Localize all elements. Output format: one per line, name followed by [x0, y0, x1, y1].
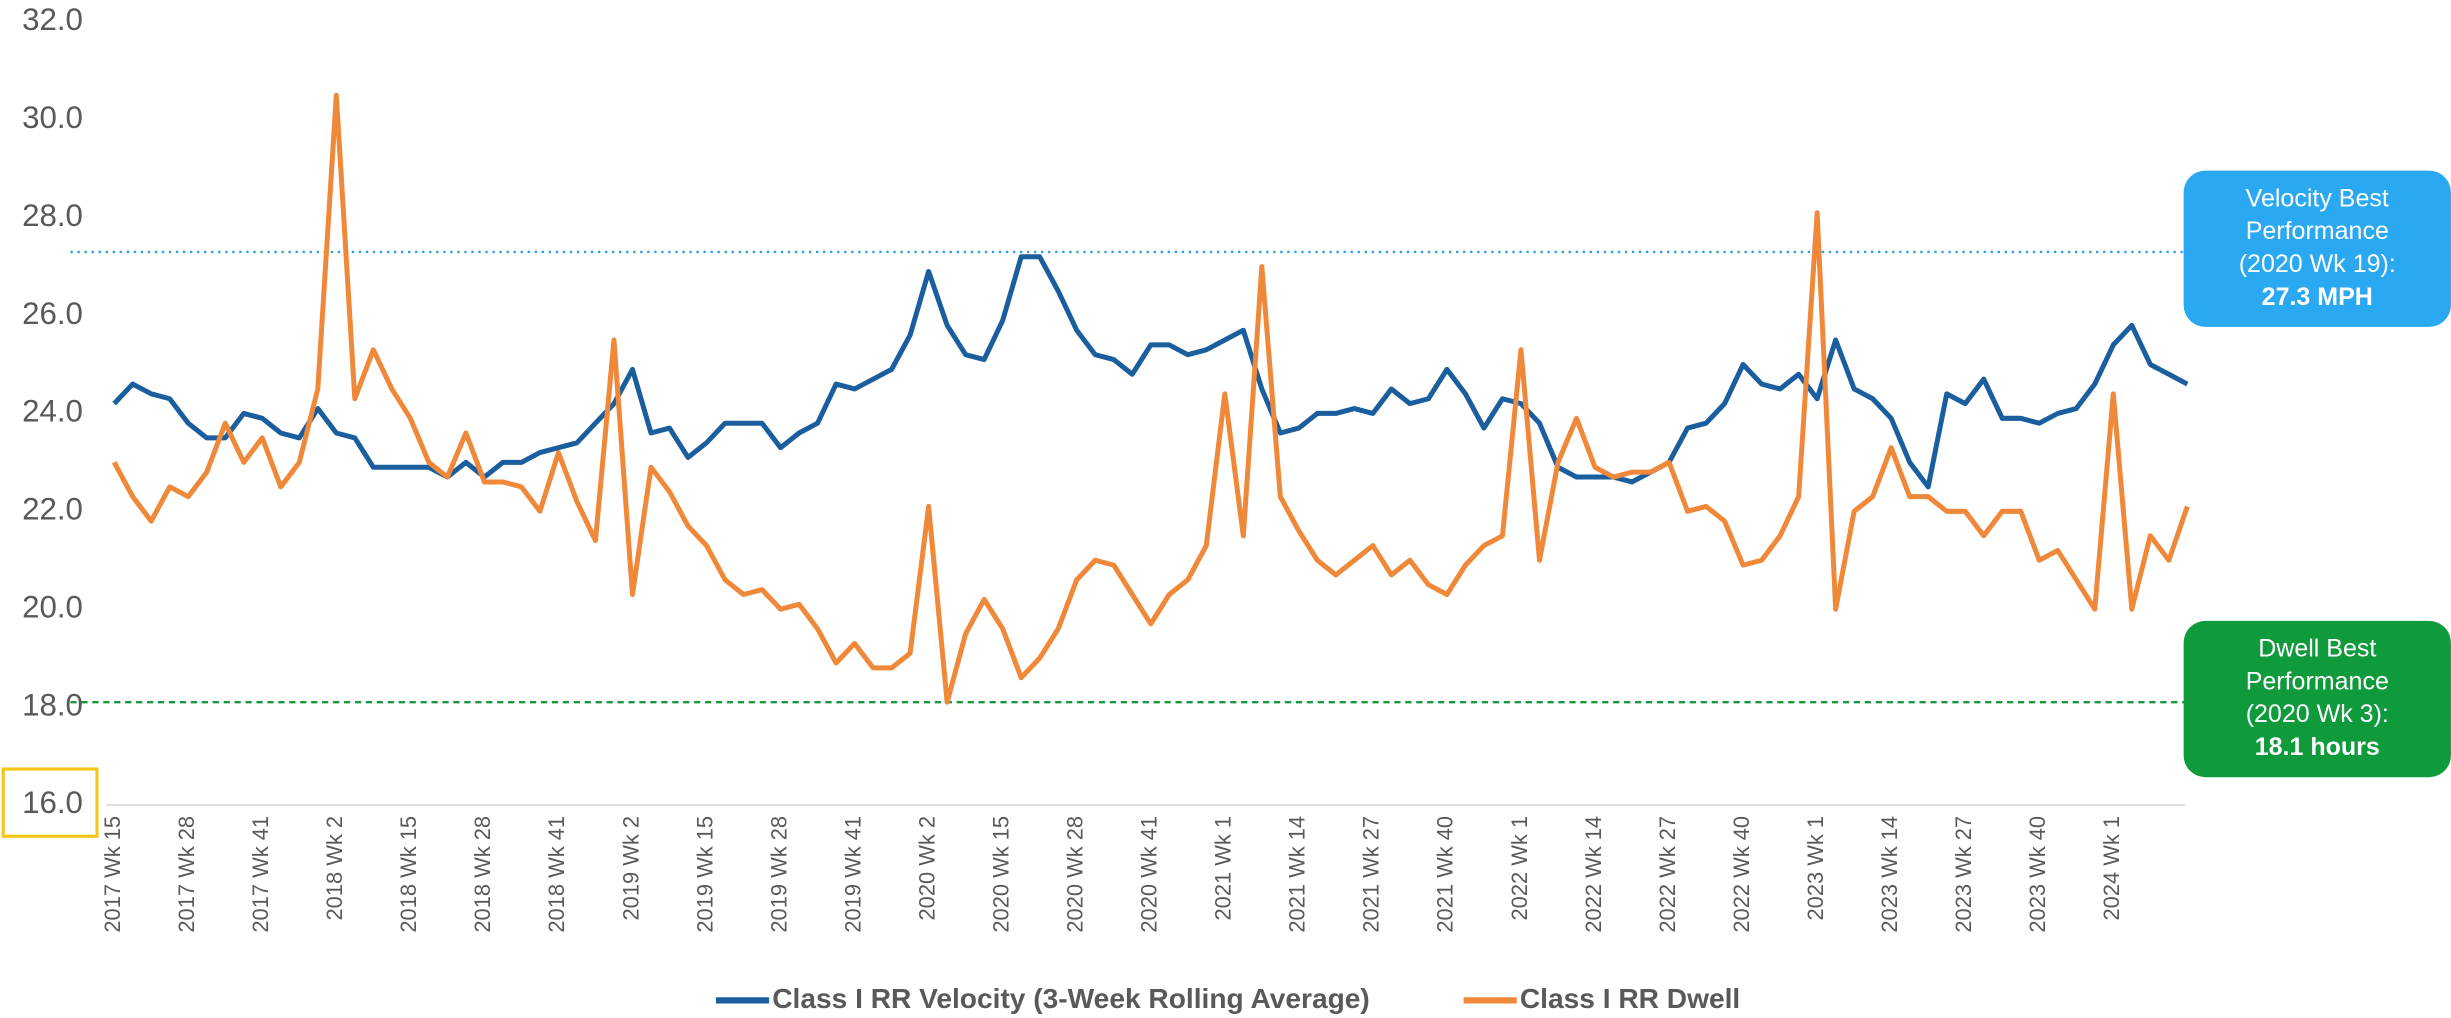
x-tick-label: 2023 Wk 40 — [2025, 816, 2050, 933]
series-line — [111, 92, 2190, 705]
x-tick-label: 2022 Wk 14 — [1581, 816, 1606, 933]
y-tick-label: 18.0 — [22, 687, 83, 722]
x-tick-label: 2018 Wk 2 — [322, 816, 347, 921]
annotation: Velocity Best Performance (2020 Wk 19): 2… — [2184, 171, 2451, 327]
x-tick-label: 2018 Wk 41 — [544, 816, 569, 933]
x-tick-label: 2018 Wk 15 — [396, 816, 421, 933]
x-tick-label: 2017 Wk 41 — [248, 816, 273, 933]
x-tick-label: 2019 Wk 2 — [618, 816, 643, 921]
x-tick-label: 2019 Wk 15 — [692, 816, 717, 933]
annotation: Dwell Best Performance (2020 Wk 3): 18.1 … — [2184, 621, 2451, 777]
y-tick-label: 26.0 — [22, 296, 83, 331]
annotation-label: Dwell Best Performance (2020 Wk 3): — [2245, 636, 2389, 729]
y-tick-label: 32.0 — [22, 2, 83, 37]
x-tick-label: 2020 Wk 15 — [988, 816, 1013, 933]
annotation-value: 18.1 hours — [2254, 734, 2380, 762]
x-tick-label: 2020 Wk 41 — [1137, 816, 1162, 933]
x-tick-label: 2019 Wk 41 — [840, 816, 865, 933]
x-tick-label: 2021 Wk 14 — [1285, 816, 1310, 933]
x-tick-label: 2022 Wk 27 — [1655, 816, 1680, 933]
annotation-text: Velocity Best Performance (2020 Wk 19): 2… — [2184, 171, 2451, 327]
x-tick-label: 2019 Wk 28 — [766, 816, 791, 933]
x-tick-label: 2022 Wk 1 — [1507, 816, 1532, 921]
x-tick-label: 2023 Wk 1 — [1803, 816, 1828, 921]
x-tick-label: 2020 Wk 28 — [1063, 816, 1088, 933]
x-tick-label: 2018 Wk 28 — [470, 816, 495, 933]
y-tick-label: 28.0 — [22, 198, 83, 233]
legend-label: Class I RR Velocity (3-Week Rolling Aver… — [772, 983, 1370, 1014]
x-tick-label: 2022 Wk 40 — [1729, 816, 1754, 933]
legend-label: Class I RR Dwell — [1520, 983, 1740, 1014]
annotation-text: Dwell Best Performance (2020 Wk 3): 18.1 … — [2184, 621, 2451, 777]
annotation-box — [2183, 170, 2451, 327]
highlight-box — [1, 767, 99, 838]
y-tick-label: 22.0 — [22, 492, 83, 527]
x-tick-label: 2021 Wk 40 — [1433, 816, 1458, 933]
series-line — [112, 254, 2189, 490]
y-tick-label: 30.0 — [22, 100, 83, 135]
y-tick-label: 24.0 — [22, 394, 83, 429]
x-tick-label: 2021 Wk 1 — [1211, 816, 1236, 921]
annotation-box — [2183, 620, 2451, 778]
y-tick-label: 20.0 — [22, 589, 83, 624]
x-tick-label: 2023 Wk 14 — [1877, 816, 1902, 933]
x-tick-label: 2017 Wk 15 — [100, 816, 125, 933]
x-tick-label: 2020 Wk 2 — [914, 816, 939, 921]
y-tick-label: 16.0 — [22, 785, 83, 820]
x-tick-label: 2023 Wk 27 — [1951, 816, 1976, 933]
annotation-value: 27.3 MPH — [2261, 284, 2373, 312]
x-tick-label: 2024 Wk 1 — [2099, 816, 2124, 921]
annotation-label: Velocity Best Performance (2020 Wk 19): — [2238, 186, 2396, 279]
x-tick-label: 2021 Wk 27 — [1359, 816, 1384, 933]
x-tick-label: 2017 Wk 28 — [174, 816, 199, 933]
